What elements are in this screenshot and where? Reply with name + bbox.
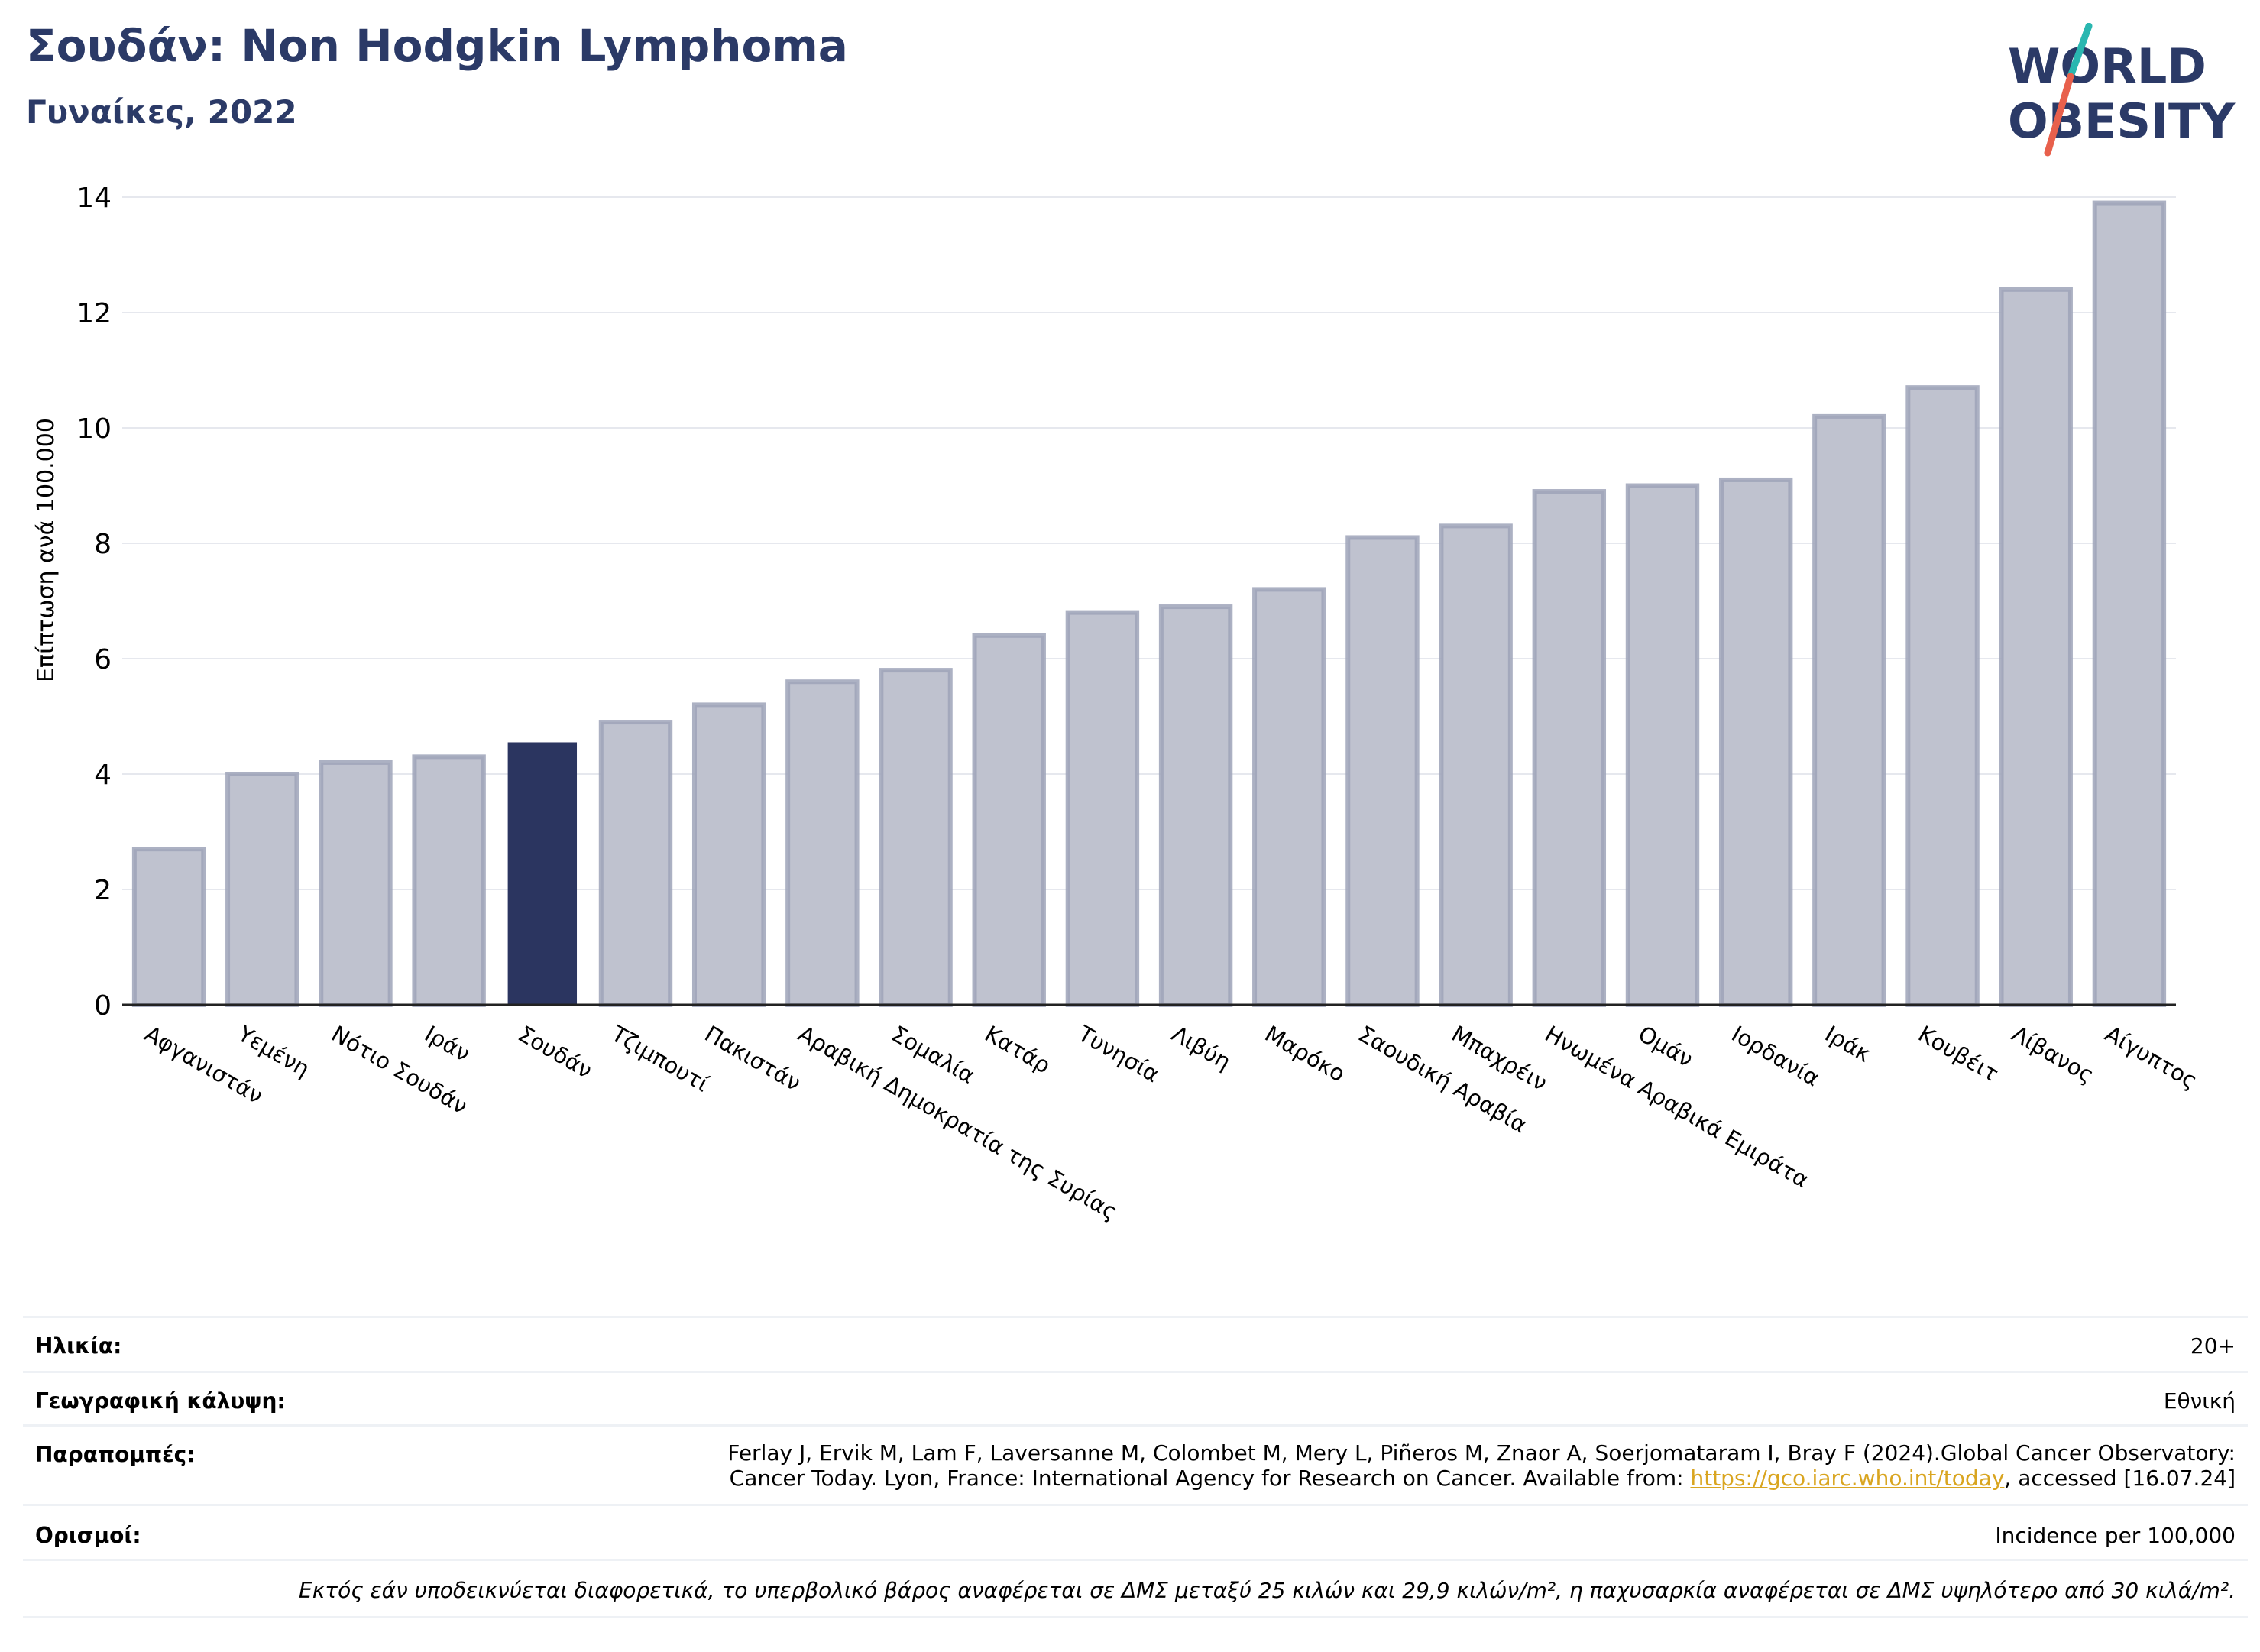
bar-3	[319, 760, 393, 1008]
bar-22	[2092, 200, 2167, 1007]
x-tick-label: Ιορδανία	[1727, 1021, 1825, 1092]
definitions-value: Incidence per 100,000	[1995, 1523, 2236, 1548]
bar-16	[1532, 489, 1607, 1007]
x-tick-label: Λιβύη	[1167, 1021, 1235, 1075]
bar-6	[598, 720, 673, 1007]
bar-19	[1812, 413, 1886, 1007]
x-tick-label: Σουδάν	[513, 1021, 597, 1084]
coverage-value: Εθνική	[2163, 1388, 2236, 1414]
references-link[interactable]: https://gco.iarc.who.int/today	[1690, 1466, 2005, 1491]
logo-slash-bottom	[2044, 73, 2074, 157]
x-tick-label: Ιράκ	[1821, 1021, 1876, 1067]
x-tick-label: Κουβέιτ	[1914, 1021, 2003, 1087]
x-tick-label: Αραβική Δημοκρατία της Συρίας	[794, 1021, 1122, 1226]
age-value: 20+	[2190, 1333, 2236, 1359]
references-accessed: , accessed [16.07.24]	[2004, 1466, 2236, 1491]
logo-line2: OBESITY	[2008, 93, 2236, 149]
bar-20	[1905, 385, 1980, 1007]
bar-1	[131, 847, 206, 1008]
world-obesity-logo: WORLD OBESITY	[2008, 23, 2236, 157]
y-axis-label: Επίπτωση ανά 100.000	[33, 418, 60, 682]
bar-21	[1999, 287, 2073, 1007]
bar-12	[1158, 604, 1233, 1007]
bar-7	[691, 702, 766, 1008]
bar-17	[1625, 483, 1700, 1007]
y-tick-label: 2	[94, 875, 112, 906]
info-row-definitions: Ορισμοί: Incidence per 100,000	[23, 1504, 2248, 1561]
y-tick-label: 0	[94, 990, 112, 1022]
bar-13	[1252, 587, 1326, 1007]
bar-4	[412, 754, 486, 1007]
x-tick-label: Ιράν	[420, 1021, 474, 1067]
bar-11	[1065, 610, 1140, 1007]
coverage-label: Γεωγραφική κάλυψη:	[35, 1388, 286, 1414]
y-tick-label: 4	[94, 760, 112, 791]
x-tick-label: Τυνησία	[1073, 1020, 1164, 1087]
bar-15	[1439, 523, 1513, 1007]
x-tick-label: Κατάρ	[980, 1021, 1055, 1079]
references-line2: Cancer Today. Lyon, France: Internationa…	[729, 1466, 1691, 1491]
x-tick-label: Ομάν	[1634, 1021, 1698, 1073]
info-row-references: Παραπομπές: Ferlay J, Ervik M, Lam F, La…	[23, 1424, 2248, 1506]
bar-18	[1718, 477, 1793, 1007]
bar-9	[879, 668, 953, 1007]
references-line1: Ferlay J, Ervik M, Lam F, Laversanne M, …	[727, 1440, 2236, 1466]
x-tick-label: Αίγυπτος	[2100, 1021, 2201, 1094]
bar-14	[1345, 535, 1420, 1007]
age-label: Ηλικία:	[35, 1333, 122, 1359]
y-tick-label: 12	[76, 298, 112, 329]
x-tick-label: Λίβανος	[2007, 1021, 2098, 1089]
references-value: Ferlay J, Ervik M, Lam F, Laversanne M, …	[727, 1440, 2236, 1491]
info-row-note: Εκτός εάν υποδεικνύεται διαφορετικά, το …	[23, 1559, 2248, 1618]
bars	[131, 200, 2167, 1008]
chart-title: Σουδάν: Non Hodgkin Lymphoma	[26, 20, 848, 72]
x-tick-label: Μαρόκο	[1261, 1021, 1350, 1087]
y-tick-label: 8	[94, 529, 112, 560]
logo-slash-top	[2067, 23, 2093, 80]
x-tick-label: Τζιμπουτί	[607, 1020, 714, 1097]
bar-5	[507, 742, 578, 1005]
logo-line1: WORLD	[2008, 38, 2207, 94]
references-label: Παραπομπές:	[35, 1442, 196, 1467]
x-tick-label: Σαουδική Αραβία	[1354, 1021, 1532, 1139]
bar-8	[785, 679, 860, 1007]
chart-subtitle: Γυναίκες, 2022	[26, 93, 297, 131]
y-tick-label: 14	[76, 183, 112, 214]
info-row-coverage: Γεωγραφική κάλυψη: Εθνική	[23, 1371, 2248, 1427]
bar-2	[225, 772, 299, 1007]
bar-10	[972, 633, 1046, 1007]
y-tick-label: 6	[94, 644, 112, 675]
y-tick-label: 10	[76, 413, 112, 445]
x-tick-label: Πακιστάν	[701, 1021, 805, 1096]
info-row-age: Ηλικία: 20+	[23, 1316, 2248, 1373]
definitions-label: Ορισμοί:	[35, 1523, 141, 1548]
obesity-note: Εκτός εάν υποδεικνύεται διαφορετικά, το …	[299, 1578, 2236, 1603]
